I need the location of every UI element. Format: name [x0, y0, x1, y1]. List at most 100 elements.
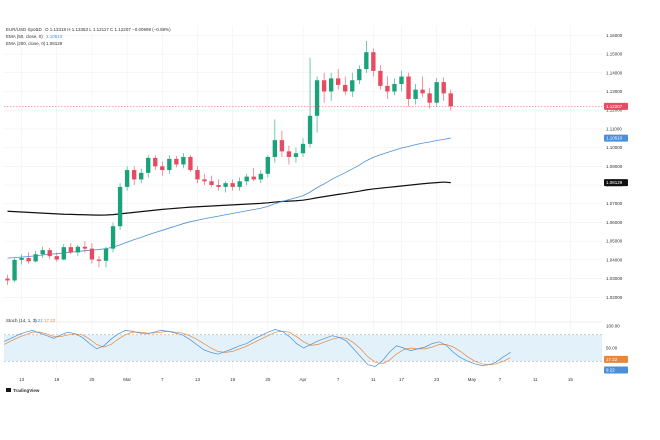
time-tick-label: Apr [299, 377, 307, 382]
candle-up [244, 176, 249, 182]
candle-down [68, 247, 74, 253]
stoch-tick-label: 100.00 [606, 324, 620, 329]
price-tick-label: 1.06000 [606, 220, 623, 225]
candle-down [54, 256, 59, 260]
candle-down [335, 78, 341, 85]
candle-up [124, 170, 130, 187]
chart-legend: EUR/USD Spot 1D O 1.13318 H 1.13363 L 1.… [6, 27, 171, 323]
tradingview-logo: TradingView [6, 388, 40, 393]
candle-down [427, 93, 432, 103]
candle-up [237, 181, 242, 187]
candle-down [209, 181, 214, 186]
price-tick-label: 1.05000 [606, 239, 623, 244]
ema-200-tag-bg [604, 179, 628, 187]
price-tick-label: 1.14000 [606, 70, 623, 75]
candle-down [279, 140, 285, 152]
candle-up [139, 172, 144, 180]
stoch-d-value: 17.22 [44, 318, 56, 323]
time-tick-label: 25 [89, 377, 95, 382]
candle-up [117, 186, 123, 227]
price-tick-label: 1.04000 [606, 257, 623, 262]
time-tick-label: 17 [399, 377, 405, 382]
candle-up [265, 156, 271, 174]
candle-up [434, 82, 439, 103]
candle-up [300, 143, 306, 154]
ema-200-label: EMA (200, close, 0) [6, 41, 46, 46]
price-tick-label: 1.11000 [606, 126, 622, 131]
ohlc-readout: O 1.13318 H 1.13363 L 1.12117 C 1.12207 … [45, 27, 171, 32]
candle-down [131, 170, 137, 180]
candle-down [406, 76, 411, 99]
watermark-text: TradingView [13, 388, 40, 393]
time-tick-label: 23 [434, 377, 440, 382]
grid [4, 26, 602, 370]
time-tick-label: 11 [371, 377, 376, 382]
candle-down [96, 259, 102, 261]
candle-down [160, 166, 165, 171]
last-price-tag: 1.12207 [606, 104, 623, 109]
price-tick-label: 1.03000 [606, 276, 623, 281]
time-tick-label: 15 [568, 377, 574, 382]
candle-down [153, 157, 158, 167]
candle-up [12, 259, 17, 281]
timeframe-label: 1D [36, 27, 43, 32]
ema-50-label: EMA (50, close, 0) [6, 34, 43, 39]
price-tick-label: 1.15000 [606, 52, 623, 57]
ema-50-tag-bg [604, 134, 628, 142]
time-tick-label: May [468, 377, 477, 382]
time-tick-label: 7 [337, 377, 340, 382]
candle-down [89, 248, 95, 260]
candle-up [40, 250, 45, 255]
candle-down [47, 250, 52, 257]
ema-200-line [7, 181, 451, 216]
candle-up [413, 89, 418, 99]
stoch-k-value: 9.22 [34, 318, 43, 323]
candle-down [230, 183, 235, 187]
candle-up [357, 69, 362, 81]
candle-down [385, 85, 390, 92]
candle-up [258, 173, 263, 180]
price-tick-label: 1.07000 [606, 201, 623, 206]
price-tick-label: 1.13000 [606, 89, 623, 94]
candle-down [202, 179, 207, 182]
candle-down [343, 84, 348, 92]
stoch-k-tag: 17.22 [606, 357, 618, 362]
tradingview-icon [6, 388, 11, 392]
candle-down [82, 246, 88, 249]
time-tick-label: Mar [123, 377, 131, 382]
time-tick-label: 7 [161, 377, 164, 382]
time-tick-label: 11 [533, 377, 538, 382]
candle-up [19, 258, 24, 260]
candle-down [378, 70, 383, 86]
candle-down [371, 52, 376, 71]
ema-50-line [7, 137, 451, 259]
stoch-d-tag-bg [604, 366, 628, 374]
candle-up [392, 84, 397, 92]
time-tick-label: 19 [230, 377, 236, 382]
candle-down [216, 185, 221, 187]
axes: 1.16000 1.15000 1.14000 1.13000 1.12000 1.110… [19, 33, 628, 382]
price-series [4, 40, 602, 286]
candle-up [293, 153, 299, 157]
candle-up [223, 183, 228, 187]
stoch-tick-label: 50.00 [606, 346, 618, 351]
candle-up [350, 80, 355, 92]
candle-down [441, 82, 446, 94]
stoch-d-tag: 9.22 [606, 368, 615, 373]
price-tick-label: 1.02000 [606, 295, 623, 300]
candle-up [307, 115, 313, 144]
candle-down [174, 158, 179, 165]
time-tick-label: 25 [265, 377, 271, 382]
price-tick-label: 1.10000 [606, 145, 623, 150]
candle-down [195, 170, 200, 180]
candle-up [181, 156, 186, 165]
stoch-k-line [3, 329, 511, 367]
candle-down [26, 258, 31, 262]
time-tick-label: 7 [499, 377, 502, 382]
candle-up [272, 140, 278, 157]
candle-up [364, 52, 369, 70]
symbol-label: EUR/USD Spot [6, 27, 38, 32]
candle-down [420, 89, 425, 94]
candle-down [448, 93, 453, 107]
